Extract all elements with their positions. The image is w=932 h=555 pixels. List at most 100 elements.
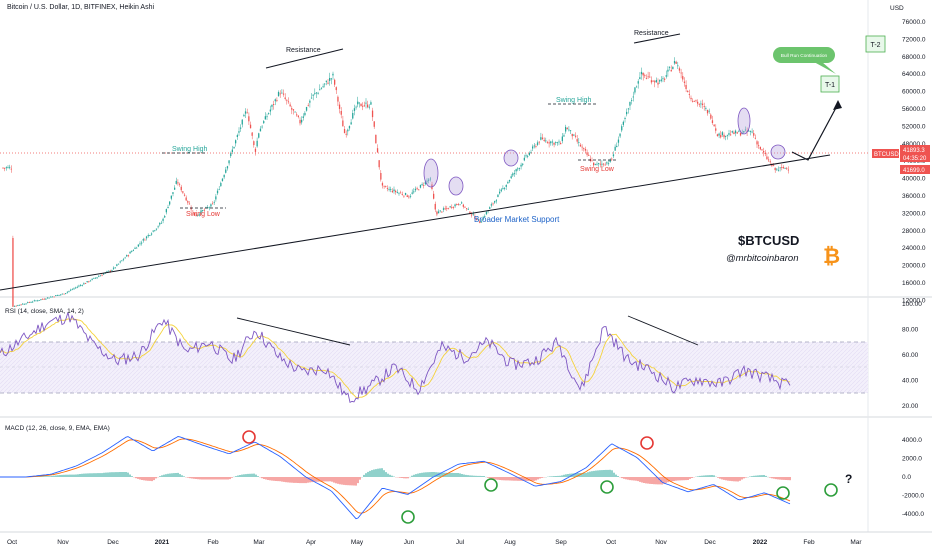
- price-candle: [169, 201, 170, 205]
- macd-histogram-bar: [503, 477, 504, 480]
- macd-histogram-bar: [269, 477, 270, 480]
- price-candle: [662, 76, 663, 82]
- price-candle: [379, 160, 380, 170]
- projection-path[interactable]: [792, 104, 838, 160]
- macd-histogram-bar: [137, 477, 138, 479]
- price-candle: [390, 187, 391, 193]
- macd-histogram-bar: [351, 477, 352, 485]
- price-candle: [266, 114, 267, 120]
- macd-histogram-bar: [283, 477, 284, 482]
- price-candle: [245, 108, 246, 118]
- macd-histogram-bar: [265, 477, 266, 480]
- macd-histogram-bar: [551, 476, 552, 477]
- price-candle: [261, 125, 262, 129]
- price-candle: [322, 84, 323, 88]
- symbol-price-tag[interactable]: BTCUSD: [872, 149, 899, 158]
- price-candle: [685, 80, 686, 92]
- macd-histogram-bar: [703, 476, 704, 478]
- macd-histogram-bar: [105, 473, 106, 477]
- macd-histogram-bar: [633, 477, 634, 481]
- price-candle: [16, 305, 17, 306]
- bull-run-callout[interactable]: Bull Run Continuation: [773, 47, 836, 74]
- price-candle: [351, 119, 352, 125]
- price-candle: [186, 196, 187, 202]
- macd-histogram-bar: [327, 477, 328, 481]
- macd-histogram-bar: [717, 477, 718, 478]
- price-candle: [644, 74, 645, 78]
- price-candle: [273, 101, 274, 110]
- price-candle: [781, 164, 782, 170]
- macd-histogram-bar: [719, 477, 720, 479]
- price-candle: [72, 288, 73, 290]
- macd-histogram-bar: [97, 473, 98, 477]
- target-t1[interactable]: T-1: [821, 76, 839, 92]
- macd-histogram-bar: [263, 477, 264, 479]
- macd-histogram-bar: [727, 477, 728, 481]
- price-candle: [83, 282, 84, 284]
- price-candle: [454, 204, 455, 208]
- macd-histogram-bar: [751, 476, 752, 477]
- price-candle: [87, 281, 88, 283]
- price-candle: [458, 203, 459, 206]
- broader-support-trendline[interactable]: [0, 155, 830, 290]
- macd-histogram-bar: [111, 472, 112, 477]
- price-candle: [34, 300, 35, 302]
- price-candle: [718, 133, 719, 139]
- macd-histogram-bar: [197, 477, 198, 479]
- price-candle: [565, 125, 566, 134]
- price-candle: [299, 117, 300, 125]
- macd-histogram-bar: [585, 473, 586, 477]
- macd-histogram-bar: [699, 476, 700, 477]
- price-candle: [30, 301, 31, 303]
- price-candle: [337, 95, 338, 106]
- price-candle: [549, 139, 550, 147]
- price-candle: [631, 98, 632, 105]
- price-candle: [159, 222, 160, 226]
- price-candle: [296, 112, 297, 117]
- price-candle: [388, 187, 389, 192]
- prev-price-tag[interactable]: 41699.0: [900, 165, 930, 174]
- macd-histogram-bar: [367, 472, 368, 477]
- price-axis-tick: 40000.0: [902, 176, 926, 183]
- price-candle: [689, 90, 690, 99]
- macd-histogram-bar: [787, 477, 788, 480]
- price-candle: [666, 71, 667, 79]
- price-candle: [628, 108, 629, 114]
- target-t2[interactable]: T-2: [866, 36, 885, 52]
- price-candle: [42, 298, 43, 299]
- macd-pane-label[interactable]: MACD (12, 26, close, 9, EMA, EMA): [5, 425, 110, 432]
- price-candle: [288, 97, 289, 104]
- price-candle: [294, 111, 295, 112]
- macd-histogram-bar: [153, 477, 154, 480]
- macd-histogram-bar: [779, 477, 780, 480]
- price-candle: [268, 112, 269, 114]
- price-candle: [448, 208, 449, 210]
- rsi-pane-label[interactable]: RSI (14, close, SMA, 14, 2): [5, 308, 84, 315]
- price-candle: [100, 275, 101, 276]
- rsi-divergence-line-2[interactable]: [628, 316, 698, 345]
- macd-histogram-bar: [505, 477, 506, 480]
- macd-histogram-bar: [117, 472, 118, 477]
- price-candle: [285, 93, 286, 100]
- price-candle: [372, 108, 373, 121]
- price-candle: [184, 193, 185, 196]
- time-axis-tick: Feb: [207, 539, 219, 546]
- price-axis-tick: 24000.0: [902, 245, 926, 252]
- price-candle: [415, 187, 416, 193]
- price-axis-tick: 20000.0: [902, 263, 926, 270]
- price-candle: [555, 141, 556, 145]
- macd-histogram-bar: [107, 473, 108, 478]
- price-candle: [534, 143, 535, 148]
- price-candle: [35, 300, 36, 301]
- last-price-tag[interactable]: 41893.3 04:35:20: [900, 145, 930, 162]
- macd-histogram-bar: [221, 477, 222, 480]
- macd-histogram-bar: [189, 477, 190, 478]
- macd-histogram-bar: [89, 473, 90, 477]
- price-candle: [240, 124, 241, 132]
- price-candle: [532, 144, 533, 151]
- highlight-ellipse-2: [449, 177, 463, 195]
